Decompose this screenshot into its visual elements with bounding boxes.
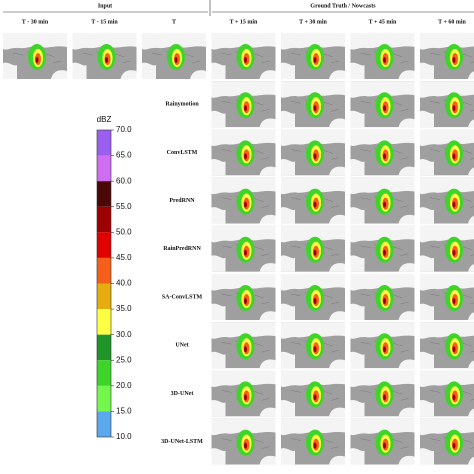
radar-tile xyxy=(211,225,276,272)
colorbar-segment xyxy=(97,309,111,335)
radar-tile xyxy=(3,33,67,79)
model-label: SA-ConvLSTM xyxy=(162,294,203,300)
colorbar-tick-label: 50.0 xyxy=(116,227,132,236)
radar-tile xyxy=(420,81,474,128)
radar-tile xyxy=(420,33,474,79)
radar-tile xyxy=(420,129,474,176)
radar-tile xyxy=(281,177,345,224)
colorbar-segment xyxy=(97,360,111,386)
radar-tile xyxy=(142,33,206,79)
colorbar-segment xyxy=(97,334,111,361)
column-label: T xyxy=(172,19,176,25)
radar-tile xyxy=(211,33,276,79)
colorbar-tick-label: 40.0 xyxy=(116,279,132,288)
model-label: Rainymotion xyxy=(165,102,199,108)
colorbar-segment xyxy=(97,411,111,437)
radar-tile xyxy=(211,81,276,128)
colorbar-tick-label: 30.0 xyxy=(116,330,132,339)
radar-tile xyxy=(211,370,276,417)
radar-tile xyxy=(420,322,474,369)
radar-tile xyxy=(211,274,276,320)
model-label: 3D-UNet xyxy=(171,391,194,397)
radar-tile xyxy=(350,81,415,128)
radar-tile xyxy=(281,33,345,79)
radar-tile xyxy=(211,177,276,224)
radar-tile xyxy=(281,370,345,417)
colorbar-tick-label: 70.0 xyxy=(116,125,132,134)
column-label: T - 15 min xyxy=(91,19,118,25)
radar-tile xyxy=(350,370,415,417)
colorbar-segment xyxy=(97,181,111,207)
radar-tile xyxy=(350,177,415,224)
colorbar-segment xyxy=(97,385,111,412)
colorbar-label: dBZ xyxy=(97,115,112,124)
colorbar-tick-label: 55.0 xyxy=(116,202,132,211)
input-header: Input xyxy=(98,3,112,9)
radar-tile xyxy=(281,225,345,272)
colorbar-segment xyxy=(97,257,111,284)
column-label: T + 30 min xyxy=(299,19,327,25)
model-label: ConvLSTM xyxy=(167,150,198,156)
model-label: 3D-UNet-LSTM xyxy=(161,439,203,445)
colorbar-segment xyxy=(97,155,111,182)
radar-tile xyxy=(281,129,345,176)
column-label: T + 60 min xyxy=(438,19,466,25)
radar-tile xyxy=(350,322,415,369)
radar-tile xyxy=(211,322,276,369)
radar-tile xyxy=(281,274,345,320)
ground-truth-header: Ground Truth / Nowcasts xyxy=(310,3,376,9)
colorbar-tick-label: 45.0 xyxy=(116,253,132,262)
radar-tile xyxy=(281,322,345,369)
radar-tile xyxy=(350,274,415,320)
colorbar-tick-label: 65.0 xyxy=(116,151,132,160)
column-label: T - 30 min xyxy=(22,19,49,25)
colorbar-segment xyxy=(97,130,111,156)
radar-tile xyxy=(72,33,137,79)
radar-tile xyxy=(350,225,415,272)
colorbar-segment xyxy=(97,232,111,258)
radar-tile xyxy=(420,225,474,272)
colorbar-tick-label: 15.0 xyxy=(116,407,132,416)
colorbar-tick-label: 60.0 xyxy=(116,176,132,185)
column-label: T + 45 min xyxy=(369,19,397,25)
radar-tile xyxy=(211,129,276,176)
column-label: T + 15 min xyxy=(230,19,258,25)
radar-tile xyxy=(350,129,415,176)
radar-tile xyxy=(281,418,345,465)
colorbar: dBZ 70.0 65.0 60.0 55.0 50.0 45.0 40.0 35.0 30.0… xyxy=(97,115,132,441)
radar-tile xyxy=(420,370,474,417)
colorbar-segment xyxy=(97,206,111,233)
colorbar-tick-label: 10.0 xyxy=(116,432,132,441)
model-label: RainPredRNN xyxy=(163,246,201,252)
model-label: UNet xyxy=(175,343,188,349)
colorbar-segment xyxy=(97,283,111,310)
radar-tile xyxy=(281,81,345,128)
radar-tile xyxy=(350,418,415,465)
radar-tile xyxy=(350,33,415,79)
radar-tile xyxy=(420,274,474,320)
model-label: PredRNN xyxy=(169,198,195,204)
radar-tile xyxy=(211,418,276,465)
radar-tile xyxy=(420,177,474,224)
colorbar-tick-label: 20.0 xyxy=(116,381,132,390)
colorbar-tick-label: 35.0 xyxy=(116,304,132,313)
radar-tile xyxy=(420,418,474,465)
colorbar-tick-label: 25.0 xyxy=(116,355,132,364)
